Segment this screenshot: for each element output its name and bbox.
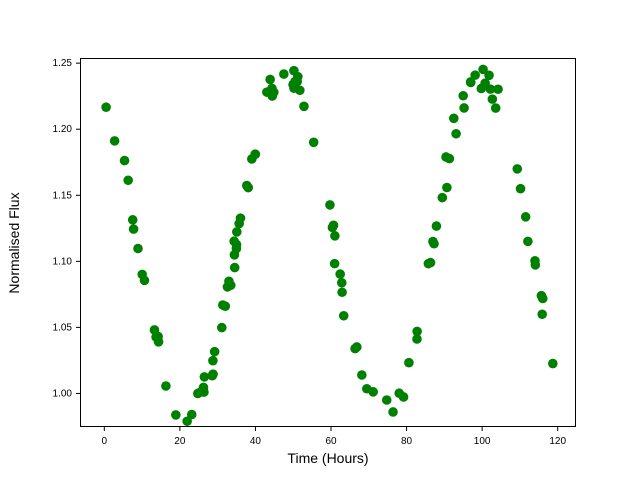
svg-text:80: 80 [401, 436, 413, 447]
svg-text:120: 120 [549, 436, 566, 447]
svg-text:20: 20 [174, 436, 186, 447]
svg-text:1.00: 1.00 [53, 388, 73, 399]
svg-text:Normalised Flux: Normalised Flux [6, 192, 22, 293]
svg-text:Time (Hours): Time (Hours) [287, 450, 368, 466]
svg-text:40: 40 [250, 436, 262, 447]
svg-text:0: 0 [102, 436, 108, 447]
svg-text:60: 60 [325, 436, 337, 447]
svg-text:1.05: 1.05 [53, 322, 73, 333]
svg-text:100: 100 [474, 436, 491, 447]
svg-text:1.20: 1.20 [53, 124, 73, 135]
svg-text:1.25: 1.25 [53, 58, 73, 69]
svg-text:1.15: 1.15 [53, 190, 73, 201]
svg-text:1.10: 1.10 [53, 256, 73, 267]
